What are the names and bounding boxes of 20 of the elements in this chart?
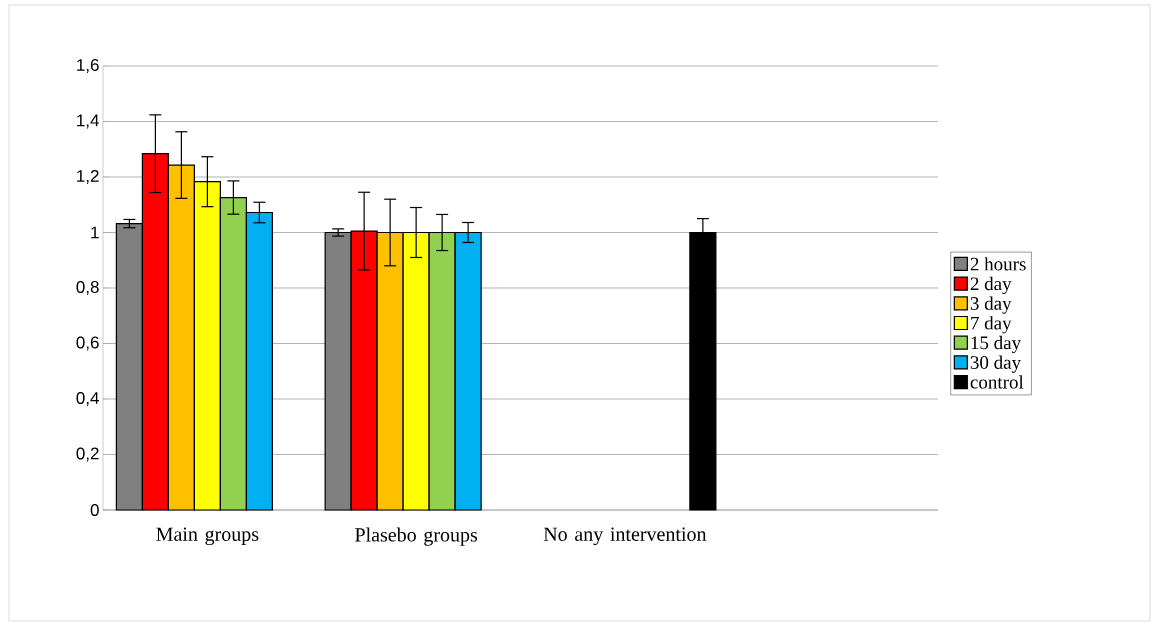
y-tick-label: 0,2 — [76, 447, 99, 462]
x-tick-label: Main groups — [156, 527, 259, 546]
legend-label: 3 day — [970, 296, 1012, 314]
legend-label: control — [970, 375, 1024, 389]
y-tick-label: 0,8 — [76, 280, 99, 296]
bar — [689, 231, 717, 511]
legend-label: 7 day — [971, 316, 1012, 334]
y-tick-label: 1,4 — [77, 114, 99, 129]
legend-label: 15 day — [971, 335, 1022, 354]
y-tick-label: 1,6 — [77, 58, 99, 74]
y-tick-label: 0 — [90, 503, 99, 517]
y-tick-label: 0,4 — [76, 391, 99, 407]
x-tick-label: Plasebo groups — [355, 527, 478, 546]
y-tick-label: 0,6 — [76, 336, 99, 351]
y-tick-label: 1,2 — [77, 169, 99, 185]
legend-label: 30 day — [970, 355, 1022, 373]
y-tick-label: 1 — [91, 226, 99, 239]
legend-label: 2 hours — [970, 257, 1026, 271]
legend-label: 2 day — [970, 276, 1012, 295]
x-tick-label: No any intervention — [543, 527, 707, 546]
